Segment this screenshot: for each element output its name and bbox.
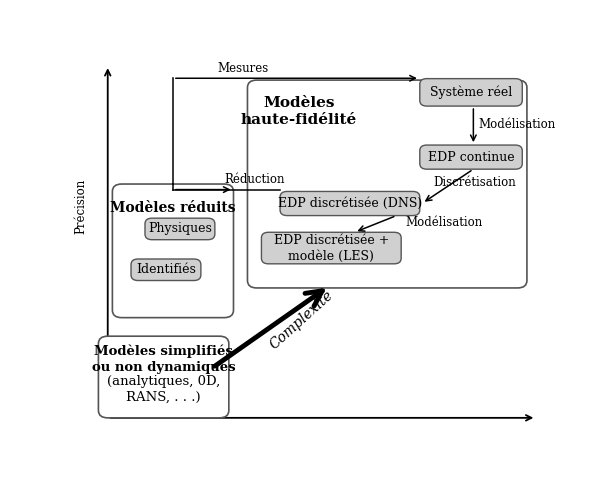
- FancyBboxPatch shape: [419, 145, 522, 169]
- Text: EDP discrétisée +
modèle (LES): EDP discrétisée + modèle (LES): [273, 234, 389, 263]
- Text: Modèles
haute-fidélité: Modèles haute-fidélité: [240, 96, 357, 127]
- Text: EDP discrétisée (DNS): EDP discrétisée (DNS): [278, 197, 422, 210]
- Text: Système réel: Système réel: [430, 86, 512, 99]
- FancyBboxPatch shape: [99, 336, 229, 418]
- FancyBboxPatch shape: [131, 259, 201, 281]
- Text: EDP continue: EDP continue: [428, 150, 514, 163]
- FancyBboxPatch shape: [145, 218, 215, 240]
- Text: (analytiques, 0D,
RANS, . . .): (analytiques, 0D, RANS, . . .): [107, 375, 220, 404]
- Text: Précision: Précision: [75, 179, 88, 234]
- Text: Modélisation: Modélisation: [478, 118, 555, 131]
- Text: Discrétisation: Discrétisation: [434, 175, 516, 188]
- FancyBboxPatch shape: [248, 80, 527, 288]
- Text: Physiques: Physiques: [148, 222, 212, 235]
- Text: Réduction: Réduction: [224, 173, 285, 186]
- Text: Modèles réduits: Modèles réduits: [110, 201, 236, 215]
- Text: Modélisation: Modélisation: [406, 216, 483, 229]
- FancyBboxPatch shape: [419, 79, 522, 106]
- Text: Modèles simplifiés
ou non dynamiques: Modèles simplifiés ou non dynamiques: [92, 344, 236, 374]
- Text: Identifiés: Identifiés: [136, 263, 196, 276]
- Text: Complexité: Complexité: [266, 287, 336, 352]
- FancyBboxPatch shape: [280, 191, 419, 215]
- FancyBboxPatch shape: [112, 184, 233, 318]
- FancyBboxPatch shape: [261, 232, 401, 264]
- Text: Mesures: Mesures: [217, 62, 269, 75]
